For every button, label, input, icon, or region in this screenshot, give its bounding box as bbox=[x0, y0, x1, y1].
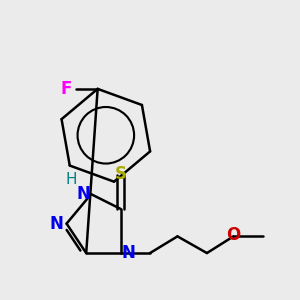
Text: S: S bbox=[115, 165, 127, 183]
Text: N: N bbox=[50, 214, 64, 232]
Text: H: H bbox=[66, 172, 77, 187]
Text: N: N bbox=[122, 244, 135, 262]
Text: F: F bbox=[61, 80, 72, 98]
Text: N: N bbox=[76, 185, 90, 203]
Text: O: O bbox=[226, 226, 241, 244]
